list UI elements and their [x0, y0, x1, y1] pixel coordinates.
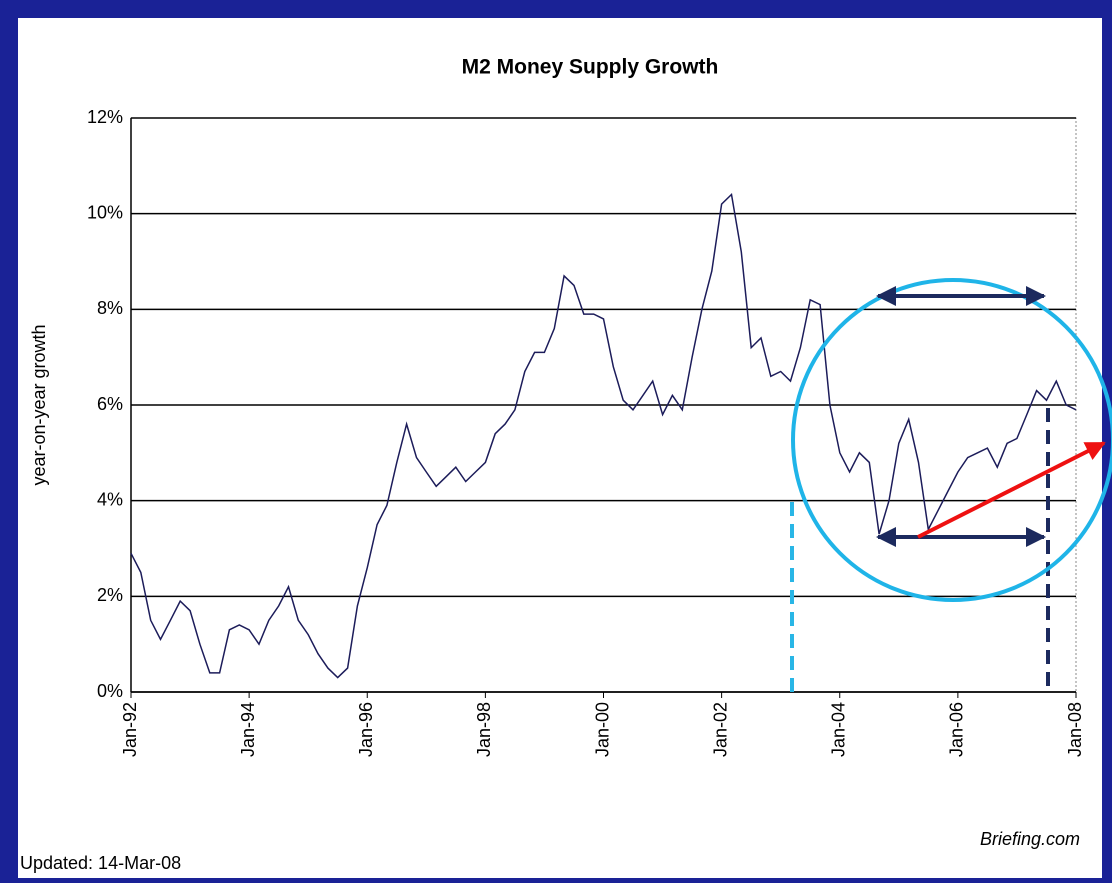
x-tick-label: Jan-92 [120, 702, 140, 757]
x-tick-label: Jan-00 [592, 702, 612, 757]
trend-arrow [917, 441, 1106, 539]
x-tick-label: Jan-94 [238, 702, 258, 757]
x-tick-label: Jan-02 [710, 702, 730, 757]
x-tick-label: Jan-96 [356, 702, 376, 757]
y-tick-label: 10% [87, 202, 123, 222]
highlight-circle [791, 278, 1112, 602]
y-tick-label: 4% [97, 489, 123, 509]
y-tick-label: 6% [97, 394, 123, 414]
annotations [790, 278, 1112, 692]
y-axis-label: year-on-year growth [29, 324, 49, 485]
x-tick-label: Jan-98 [474, 702, 494, 757]
y-tick-label: 0% [97, 681, 123, 701]
chart-title: M2 Money Supply Growth [462, 56, 719, 79]
y-tick-label: 2% [97, 585, 123, 605]
data-line [130, 192, 1077, 679]
panel [18, 18, 1102, 878]
y-tick-label: 12% [87, 107, 123, 127]
x-tick-label: Jan-04 [829, 702, 849, 757]
x-tick-label: Jan-08 [1065, 702, 1085, 757]
x-tick-label: Jan-06 [947, 702, 967, 757]
source: Briefing.com [980, 829, 1080, 849]
updated: Updated: 14-Mar-08 [20, 853, 181, 873]
y-tick-label: 8% [97, 298, 123, 318]
